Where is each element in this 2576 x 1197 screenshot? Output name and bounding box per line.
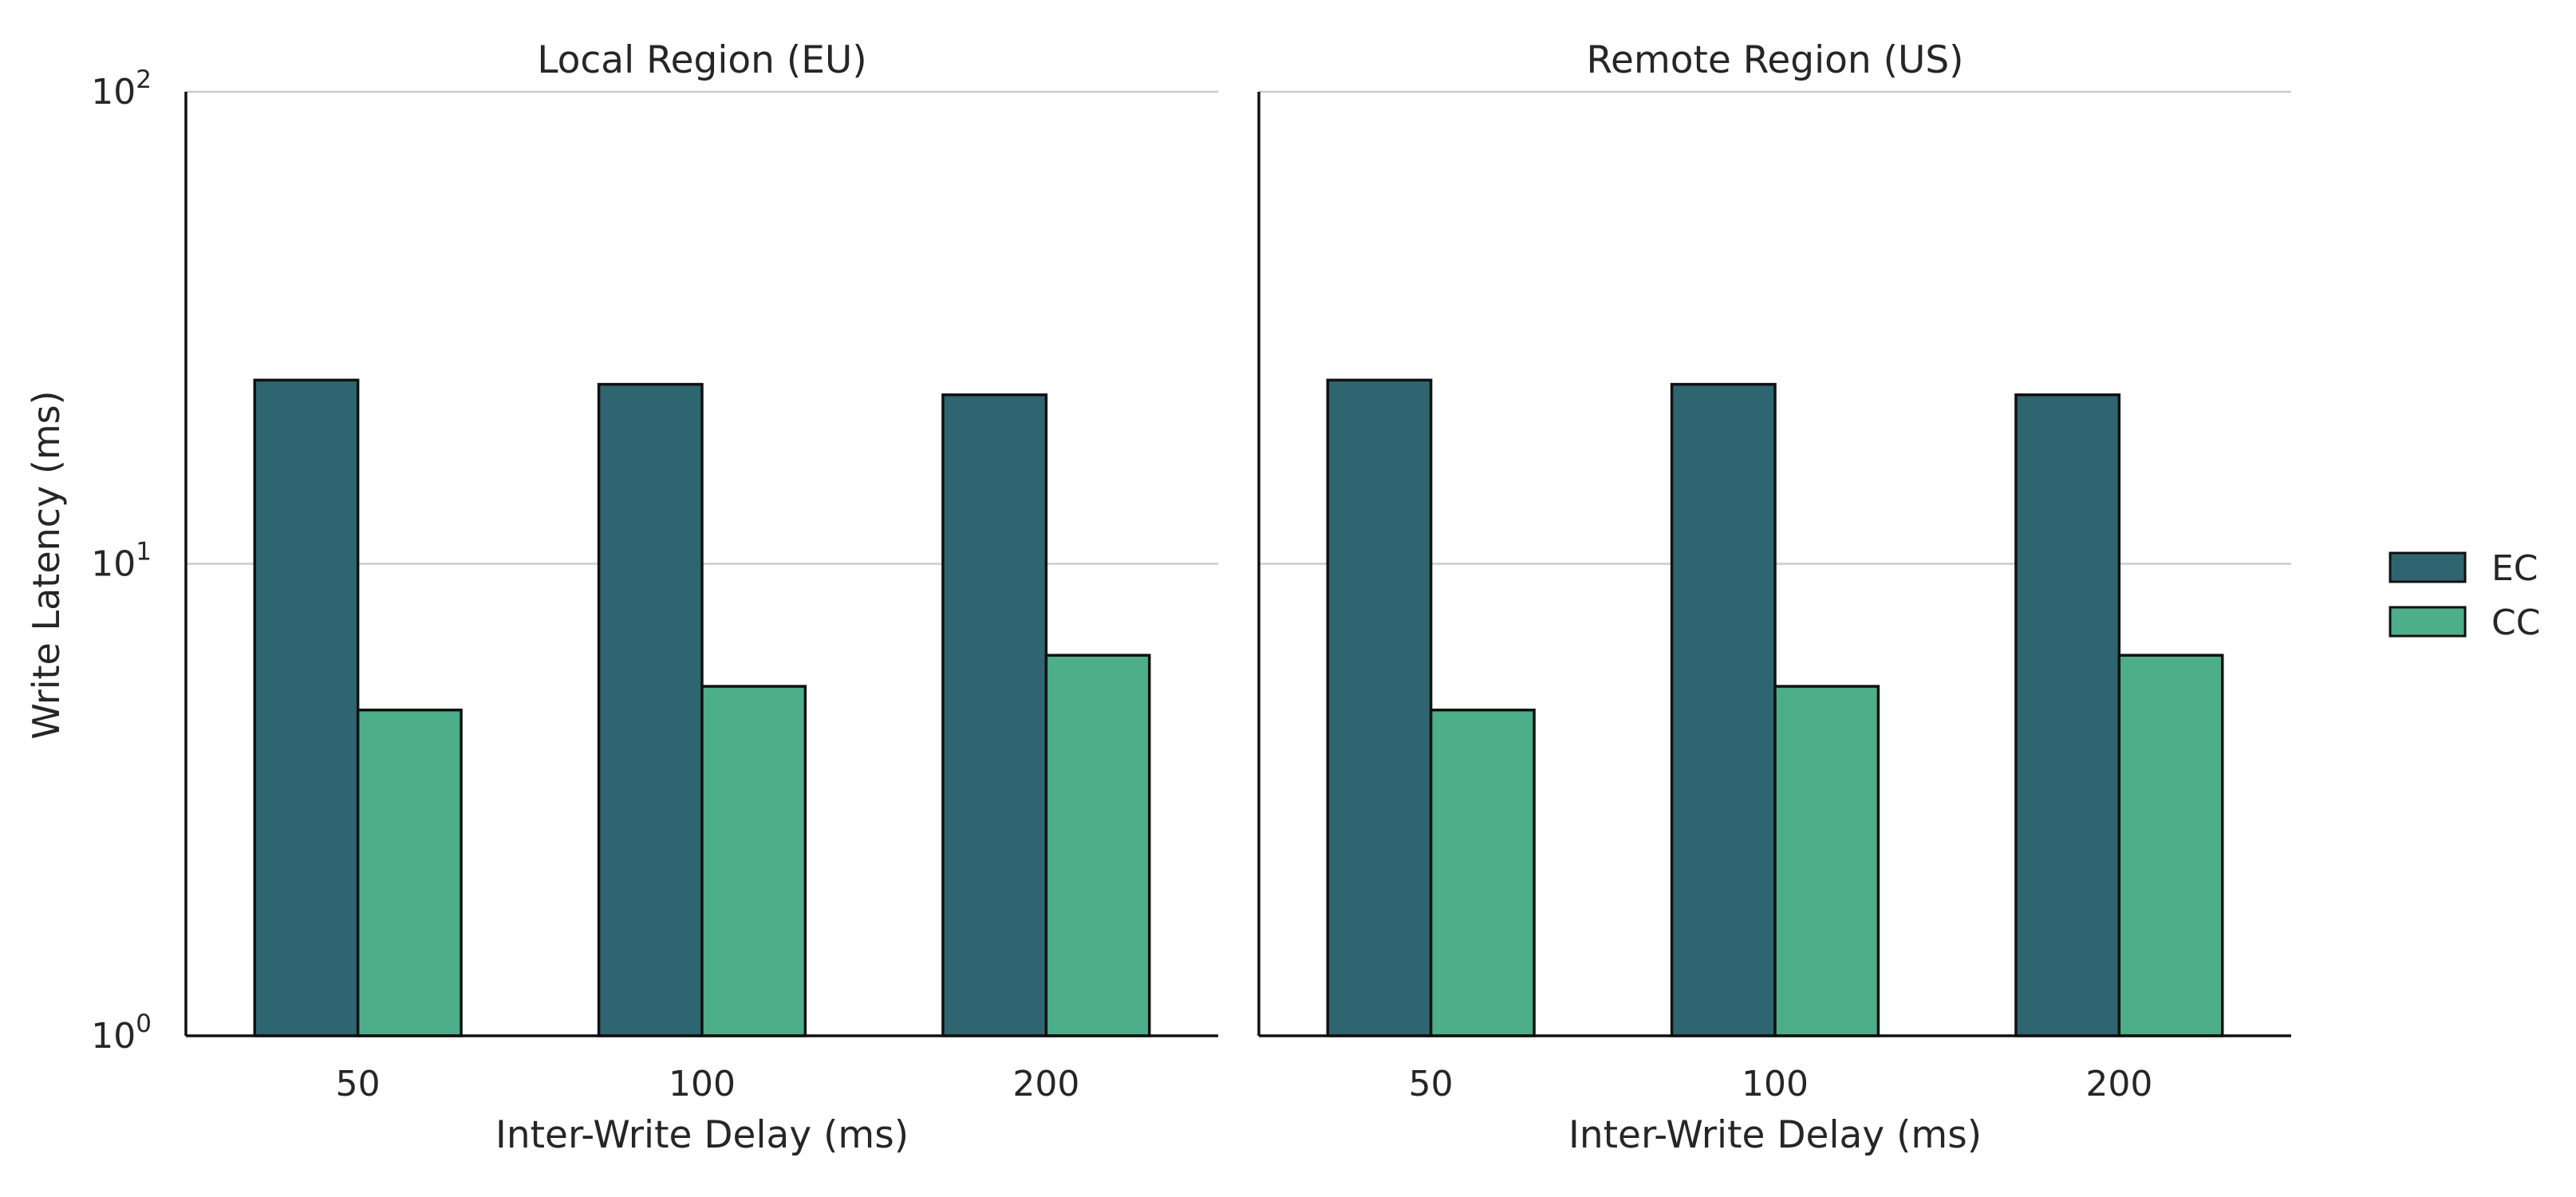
bar-ec-50 bbox=[1326, 378, 1433, 1037]
legend-label-ec: EC bbox=[2491, 548, 2539, 589]
bar-cc-200 bbox=[1044, 654, 1151, 1037]
panel-2: 50 100 200 Inter-Write Delay (ms) Remote Reg… bbox=[1257, 38, 2291, 1157]
legend-swatch-cc bbox=[2389, 606, 2467, 638]
x-tick-label: 50 bbox=[1409, 1064, 1454, 1104]
x-tick-label: 200 bbox=[1012, 1064, 1079, 1104]
bar-cc-100 bbox=[700, 685, 807, 1037]
bar-cc-100 bbox=[1773, 685, 1880, 1037]
bar-cc-50 bbox=[1429, 708, 1536, 1037]
legend-swatch-ec bbox=[2389, 551, 2467, 583]
bar-ec-50 bbox=[253, 378, 360, 1037]
bar-ec-200 bbox=[941, 393, 1048, 1037]
y-tick-label: 100 bbox=[91, 1009, 152, 1057]
legend: EC CC bbox=[2389, 548, 2540, 643]
y-axis-label: Write Latency (ms) bbox=[25, 390, 68, 739]
legend-label-cc: CC bbox=[2491, 602, 2540, 643]
x-axis-label: Inter-Write Delay (ms) bbox=[1568, 1113, 1982, 1157]
x-axis-label: Inter-Write Delay (ms) bbox=[495, 1113, 909, 1157]
y-tick-label: 102 bbox=[91, 65, 152, 113]
x-tick-label: 50 bbox=[336, 1064, 381, 1104]
x-tick-label: 100 bbox=[1742, 1064, 1809, 1104]
y-tick-label: 101 bbox=[91, 538, 152, 585]
x-tick-label: 200 bbox=[2085, 1064, 2152, 1104]
panel-title: Remote Region (US) bbox=[1586, 38, 1963, 82]
bar-cc-200 bbox=[2117, 654, 2224, 1037]
panel-title: Local Region (EU) bbox=[537, 38, 866, 82]
panel-1: 50 100 200 Inter-Write Delay (ms) Local Regi… bbox=[91, 38, 1218, 1157]
x-tick-label: 100 bbox=[669, 1064, 736, 1104]
bar-cc-50 bbox=[356, 708, 463, 1037]
bar-ec-100 bbox=[1670, 382, 1777, 1037]
panels: 50 100 200 Inter-Write Delay (ms) Local Regi… bbox=[91, 38, 2291, 1157]
bar-ec-100 bbox=[597, 382, 704, 1037]
bar-ec-200 bbox=[2014, 393, 2121, 1037]
